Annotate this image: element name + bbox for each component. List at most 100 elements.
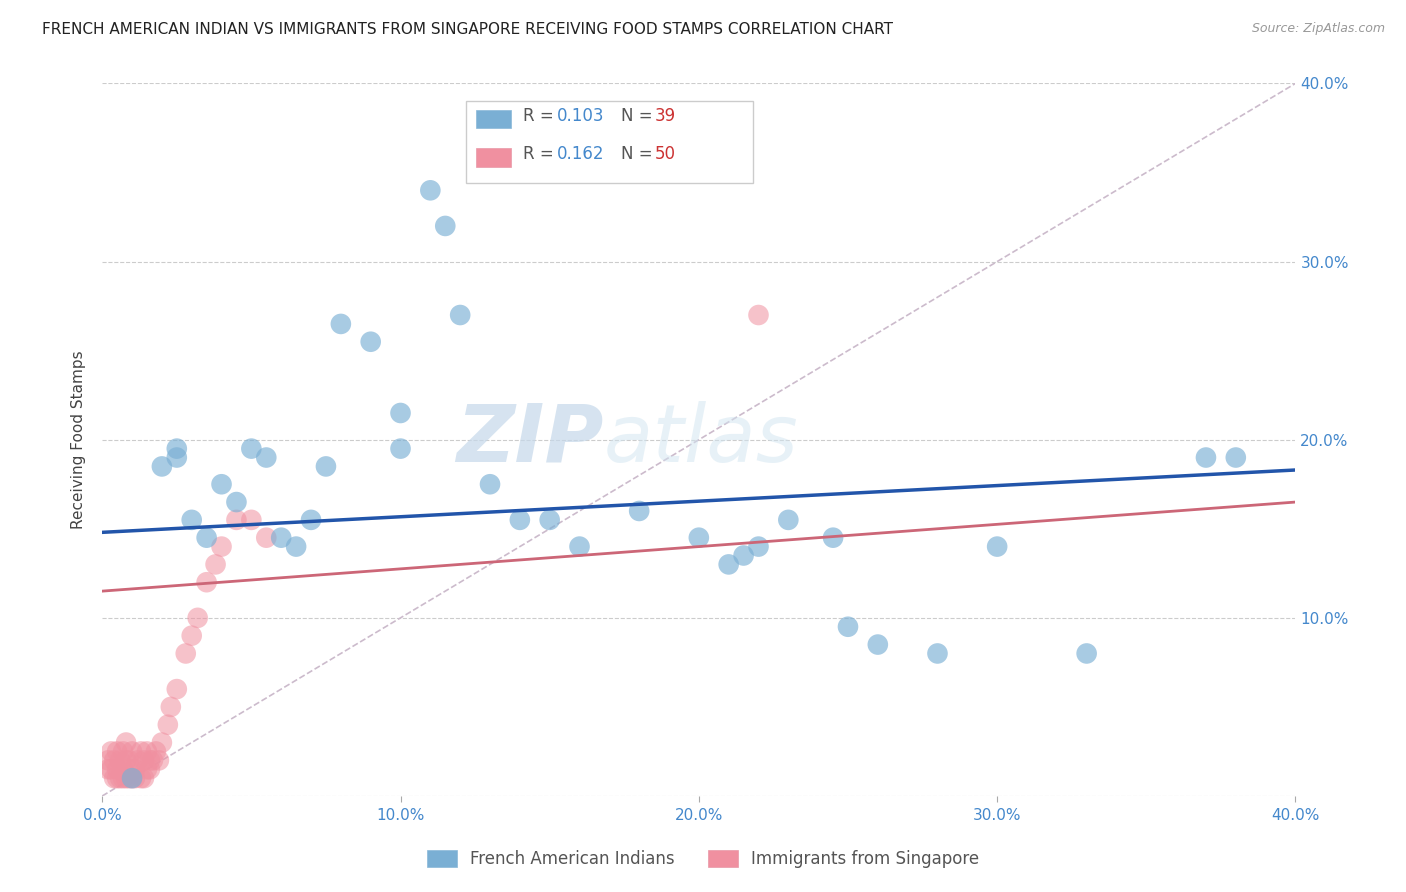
Point [132, 771, 155, 785]
Text: 0.162: 0.162 [557, 145, 605, 163]
Point [121, 744, 143, 758]
Text: R =: R = [523, 106, 560, 125]
Point [1225, 450, 1247, 465]
Point [105, 744, 128, 758]
Point [150, 459, 173, 474]
Point [166, 450, 188, 465]
Point [568, 540, 591, 554]
Point [97, 762, 120, 776]
Point [389, 442, 412, 456]
Point [240, 442, 263, 456]
Point [121, 771, 143, 785]
Point [124, 762, 146, 776]
Point [538, 513, 561, 527]
Legend: French American Indians, Immigrants from Singapore: French American Indians, Immigrants from… [420, 843, 986, 875]
Point [105, 762, 128, 776]
Point [142, 753, 165, 767]
Point [174, 647, 197, 661]
Point [148, 753, 170, 767]
Point [166, 442, 188, 456]
Point [118, 771, 141, 785]
Bar [475, 148, 512, 167]
Point [115, 735, 138, 749]
Point [129, 771, 152, 785]
Point [115, 771, 138, 785]
Point [112, 771, 135, 785]
Text: R =: R = [523, 145, 560, 163]
Point [389, 406, 412, 420]
Point [118, 753, 141, 767]
Point [156, 717, 179, 731]
Point [434, 219, 457, 233]
Point [139, 762, 162, 776]
Point [823, 531, 845, 545]
Point [100, 762, 122, 776]
Point [145, 744, 167, 758]
Y-axis label: Receiving Food Stamps: Receiving Food Stamps [72, 351, 86, 529]
Point [211, 477, 233, 491]
Point [717, 558, 740, 572]
Point [108, 753, 131, 767]
Point [180, 513, 202, 527]
Point [299, 513, 322, 527]
Point [315, 459, 337, 474]
Point [97, 753, 120, 767]
Point [150, 735, 173, 749]
Text: Source: ZipAtlas.com: Source: ZipAtlas.com [1251, 22, 1385, 36]
Point [240, 513, 263, 527]
Point [837, 620, 859, 634]
Point [254, 531, 277, 545]
Point [132, 753, 155, 767]
Point [449, 308, 471, 322]
Point [270, 531, 292, 545]
Point [927, 647, 949, 661]
Text: N =: N = [621, 145, 658, 163]
Point [360, 334, 382, 349]
Point [204, 558, 226, 572]
Text: ZIP: ZIP [456, 401, 603, 479]
Point [108, 771, 131, 785]
Point [866, 638, 889, 652]
Point [112, 744, 135, 758]
Point [139, 753, 162, 767]
Point [747, 308, 769, 322]
Point [195, 575, 218, 590]
Point [127, 753, 149, 767]
Point [628, 504, 651, 518]
Point [112, 762, 135, 776]
Text: FRENCH AMERICAN INDIAN VS IMMIGRANTS FROM SINGAPORE RECEIVING FOOD STAMPS CORREL: FRENCH AMERICAN INDIAN VS IMMIGRANTS FRO… [42, 22, 893, 37]
Text: 39: 39 [655, 106, 676, 125]
Point [187, 611, 209, 625]
Point [419, 183, 441, 197]
Text: N =: N = [621, 106, 658, 125]
Point [124, 771, 146, 785]
Point [225, 513, 247, 527]
Point [136, 762, 159, 776]
Point [1076, 647, 1098, 661]
Point [778, 513, 800, 527]
Point [329, 317, 352, 331]
Point [509, 513, 531, 527]
Point [121, 771, 143, 785]
Point [986, 540, 1008, 554]
Point [1195, 450, 1218, 465]
Point [129, 744, 152, 758]
Point [688, 531, 710, 545]
Point [254, 450, 277, 465]
Point [115, 753, 138, 767]
Point [211, 540, 233, 554]
FancyBboxPatch shape [467, 102, 752, 183]
Point [195, 531, 218, 545]
Point [121, 762, 143, 776]
Point [733, 549, 755, 563]
Point [747, 540, 769, 554]
Point [100, 744, 122, 758]
Point [285, 540, 308, 554]
Point [479, 477, 502, 491]
Bar [475, 110, 512, 128]
Point [225, 495, 247, 509]
Text: 0.103: 0.103 [557, 106, 605, 125]
Point [103, 771, 125, 785]
Text: 50: 50 [655, 145, 676, 163]
Point [136, 744, 159, 758]
